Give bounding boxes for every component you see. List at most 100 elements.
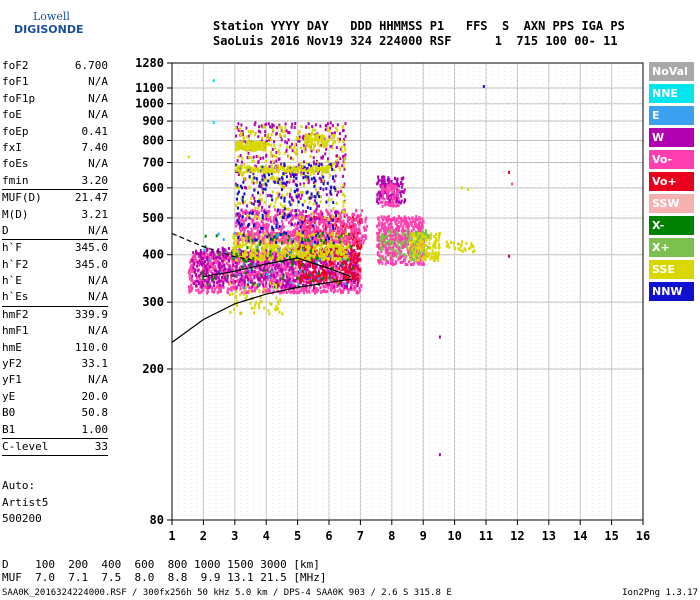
echo-point — [299, 197, 302, 200]
echo-point — [257, 243, 259, 247]
echo-point — [264, 246, 267, 249]
param-row: foEs N/A — [2, 156, 108, 172]
echo-point — [254, 166, 256, 170]
echo-point — [195, 249, 197, 253]
echo-point — [244, 209, 247, 213]
echo-point — [266, 194, 269, 198]
echo-point — [282, 212, 285, 216]
echo-point — [296, 188, 298, 192]
echo-point — [336, 154, 338, 158]
echo-point — [300, 173, 303, 177]
echo-point — [276, 210, 279, 214]
echo-point — [241, 130, 244, 133]
echo-point — [356, 242, 359, 246]
echo-point — [234, 274, 237, 278]
echo-point — [304, 221, 306, 225]
echo-point — [292, 273, 295, 276]
echo-point — [201, 283, 204, 287]
echo-point — [210, 250, 213, 254]
echo-point — [281, 225, 283, 229]
echo-point — [270, 133, 273, 137]
echo-point — [305, 215, 307, 218]
logo-lowell-text: Lowell — [33, 10, 70, 23]
echo-point — [307, 196, 310, 200]
echo-point — [263, 141, 266, 145]
echo-point — [259, 165, 262, 169]
echo-point — [345, 283, 348, 287]
echo-point — [322, 225, 325, 228]
echo-point — [311, 131, 314, 135]
echo-point — [264, 177, 267, 181]
echo-point — [302, 274, 305, 278]
echo-point — [197, 252, 200, 256]
echo-point — [287, 279, 290, 283]
param-value: 20.0 — [81, 389, 109, 403]
echo-point — [292, 157, 295, 161]
echo-point — [262, 238, 264, 242]
echo-point — [249, 286, 252, 290]
echo-point — [307, 169, 310, 173]
echo-point — [199, 257, 202, 261]
echo-point — [341, 229, 344, 233]
echo-point — [266, 266, 269, 270]
echo-point — [231, 265, 234, 269]
echo-point — [278, 177, 281, 181]
echo-point — [241, 215, 244, 219]
echo-point — [328, 237, 330, 240]
echo-point — [295, 173, 298, 177]
param-label: foF1p — [2, 91, 36, 105]
echo-point — [250, 180, 253, 184]
param-separator — [2, 189, 108, 191]
echo-point — [351, 213, 354, 217]
echo-point — [333, 131, 336, 135]
echo-point — [224, 273, 227, 277]
echo-point — [275, 219, 278, 223]
echo-point — [307, 175, 310, 179]
echo-point — [222, 254, 225, 258]
echo-point — [337, 137, 339, 141]
echo-point — [354, 223, 356, 227]
echo-point — [330, 262, 333, 266]
echo-point — [291, 214, 294, 218]
echo-point — [312, 181, 315, 185]
echo-point — [352, 280, 355, 284]
echo-point — [250, 166, 253, 170]
echo-point — [213, 253, 216, 257]
echo-point — [307, 273, 310, 277]
echo-point — [315, 238, 318, 242]
echo-point — [281, 251, 283, 255]
echo-point — [242, 210, 245, 214]
echo-point — [307, 215, 310, 219]
echo-point — [343, 138, 345, 142]
echo-point — [250, 241, 253, 245]
echo-point — [353, 241, 356, 245]
echo-point — [240, 165, 243, 169]
echo-point — [294, 290, 297, 294]
echo-point — [344, 259, 347, 263]
echo-point — [277, 149, 280, 153]
echo-point — [309, 263, 311, 267]
echo-point — [211, 272, 214, 276]
echo-point — [345, 262, 348, 266]
echo-point — [289, 285, 292, 289]
echo-point — [296, 167, 299, 171]
echo-point — [338, 248, 341, 252]
echo-point — [279, 269, 281, 273]
echo-point — [288, 180, 291, 184]
echo-point — [239, 154, 242, 158]
echo-point — [335, 276, 338, 280]
echo-point — [289, 172, 292, 175]
echo-point — [281, 181, 284, 185]
echo-point — [239, 232, 242, 236]
echo-point — [254, 266, 257, 270]
echo-point — [282, 254, 285, 258]
echo-point — [307, 181, 310, 185]
echo-point — [243, 254, 246, 258]
echo-point — [333, 168, 336, 172]
echo-point — [361, 234, 364, 238]
echo-point — [263, 166, 266, 170]
echo-point — [188, 272, 191, 276]
echo-point — [208, 265, 211, 269]
echo-point — [306, 254, 309, 258]
echo-point — [253, 199, 256, 203]
